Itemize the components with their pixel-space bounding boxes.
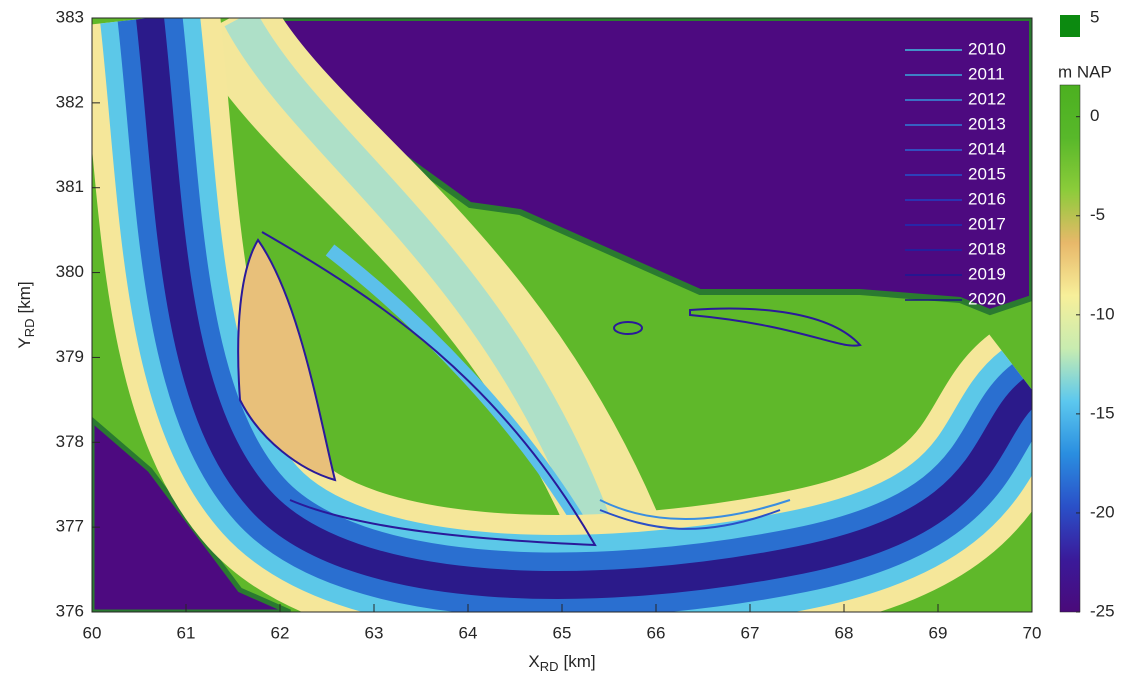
legend-label: 2016 xyxy=(968,189,1006,208)
y-tick-label: 382 xyxy=(56,92,84,111)
legend-label: 2019 xyxy=(968,264,1006,283)
y-tick-label: 378 xyxy=(56,432,84,451)
x-tick-label: 68 xyxy=(835,623,854,642)
x-tick-label: 70 xyxy=(1023,623,1042,642)
x-label-unit: [km] xyxy=(564,652,596,671)
x-label-main: X xyxy=(528,652,539,671)
x-tick-label: 66 xyxy=(647,623,666,642)
x-tick-label: 63 xyxy=(365,623,384,642)
x-tick-label: 64 xyxy=(459,623,478,642)
x-tick-label: 60 xyxy=(83,623,102,642)
y-tick-label: 383 xyxy=(56,7,84,26)
colorbar-tick-label: -5 xyxy=(1090,205,1105,224)
colorbar-tick-label: -25 xyxy=(1090,601,1115,620)
legend-label: 2020 xyxy=(968,289,1006,308)
y-label-unit: [km] xyxy=(15,281,34,313)
x-label-sub: RD xyxy=(540,659,559,674)
colorbar-label: m NAP xyxy=(1058,62,1112,81)
y-tick-label: 380 xyxy=(56,262,84,281)
legend-label: 2013 xyxy=(968,114,1006,133)
y-tick-label: 379 xyxy=(56,347,84,366)
colorbar-above xyxy=(1060,15,1080,37)
colorbar-tick-label: -15 xyxy=(1090,403,1115,422)
legend-label: 2012 xyxy=(968,89,1006,108)
chart: XRD[km] YRD[km] m NAP 606162636465666768… xyxy=(0,0,1128,677)
y-label-main: Y xyxy=(15,337,34,348)
x-axis-label: XRD [km] xyxy=(528,652,595,674)
colorbar-tick-label: -20 xyxy=(1090,502,1115,521)
legend-label: 2010 xyxy=(968,39,1006,58)
y-tick-label: 376 xyxy=(56,601,84,620)
y-axis-label: YRD [km] xyxy=(15,281,37,348)
x-tick-label: 65 xyxy=(553,623,572,642)
y-tick-label: 377 xyxy=(56,517,84,536)
legend-label: 2018 xyxy=(968,239,1006,258)
x-tick-label: 69 xyxy=(929,623,948,642)
x-tick-label: 61 xyxy=(177,623,196,642)
colorbar-tick-label: 0 xyxy=(1090,106,1099,125)
colorbar-tick-label: -10 xyxy=(1090,304,1115,323)
colorbar-above-label: 5 xyxy=(1090,7,1099,26)
y-tick-label: 381 xyxy=(56,177,84,196)
x-tick-label: 62 xyxy=(271,623,290,642)
legend-label: 2015 xyxy=(968,164,1006,183)
legend-label: 2014 xyxy=(968,139,1006,158)
x-tick-label: 67 xyxy=(741,623,760,642)
legend-label: 2011 xyxy=(968,64,1005,83)
legend-label: 2017 xyxy=(968,214,1006,233)
y-label-sub: RD xyxy=(22,318,37,337)
map xyxy=(92,18,1032,612)
colorbar xyxy=(1060,85,1080,612)
